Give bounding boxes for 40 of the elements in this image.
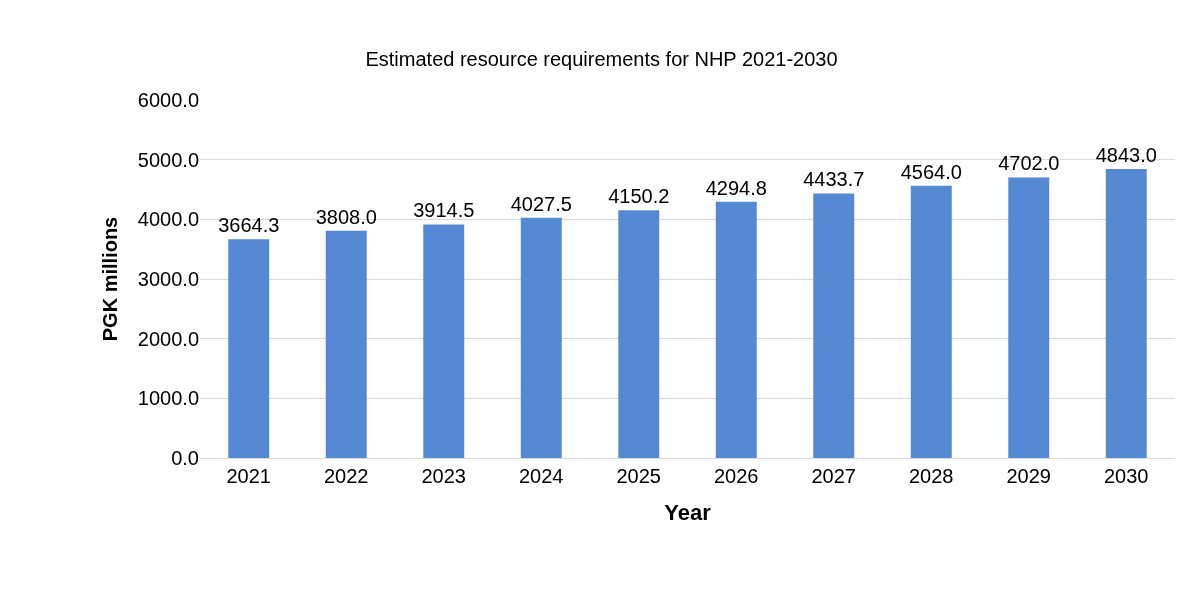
bar (423, 224, 465, 458)
bar (618, 210, 660, 458)
x-tick-label: 2027 (811, 465, 856, 487)
bar (520, 217, 562, 458)
data-label: 4294.8 (705, 176, 767, 199)
data-label: 4150.2 (608, 185, 670, 208)
data-label: 3664.3 (218, 214, 280, 237)
x-tick-label: 2029 (1006, 465, 1051, 487)
bar (1008, 177, 1050, 458)
data-label: 4027.5 (510, 192, 572, 215)
y-tick-label: 6000.0 (137, 89, 199, 111)
bar (910, 185, 952, 458)
x-tick-label: 2026 (714, 465, 759, 487)
data-label: 3914.5 (413, 199, 475, 222)
bar (715, 201, 757, 458)
data-label: 4433.7 (803, 168, 865, 191)
y-tick-label: 2000.0 (137, 327, 199, 350)
x-tick-label: 2021 (226, 465, 271, 487)
x-tick-label: 2023 (421, 465, 466, 487)
x-tick-label: 2030 (1104, 465, 1149, 487)
y-tick-label: 1000.0 (137, 387, 199, 410)
bar (1105, 169, 1147, 458)
y-tick-label: 5000.0 (137, 148, 199, 171)
x-tick-label: 2024 (519, 465, 564, 487)
chart-title: Estimated resource requirements for NHP 2021-2030 (365, 48, 838, 71)
x-tick-label: 2028 (909, 465, 954, 487)
data-label: 3808.0 (315, 205, 377, 228)
x-tick-label: 2025 (616, 465, 661, 487)
data-label: 4843.0 (1095, 144, 1157, 167)
y-tick-label: 3000.0 (137, 268, 199, 290)
bar (325, 230, 367, 458)
y-tick-label: 0.0 (171, 447, 199, 469)
y-axis-title: PGK millions (99, 216, 122, 342)
x-axis-title: Year (664, 499, 712, 525)
x-tick-label: 2022 (324, 465, 369, 487)
bar (228, 239, 270, 458)
y-tick-label: 4000.0 (137, 208, 199, 231)
data-label: 4564.0 (900, 160, 962, 183)
bar (813, 193, 855, 458)
data-label: 4702.0 (998, 152, 1060, 175)
